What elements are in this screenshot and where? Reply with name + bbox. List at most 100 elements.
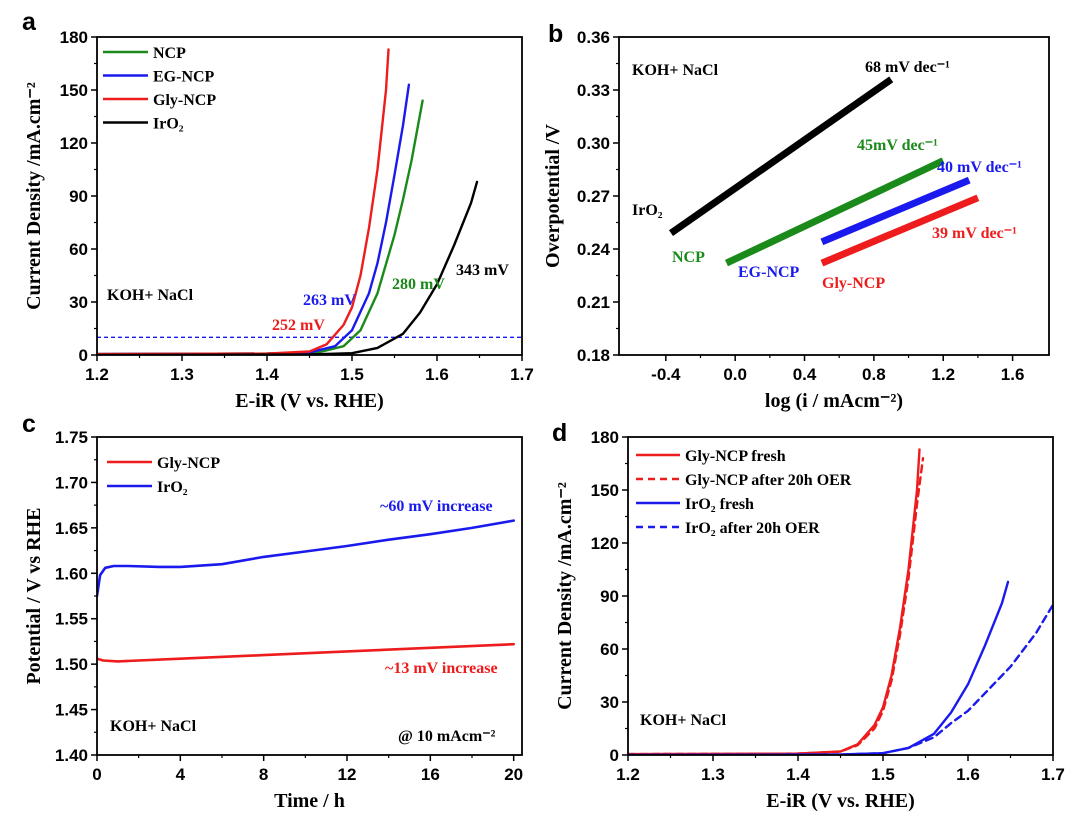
series-line-iro-fresh [628,580,1010,755]
y-tick-label: 0.21 [577,293,610,312]
annotation: 252 mV [272,317,325,334]
panel-letter: d [552,419,567,447]
x-tick-label: 1.6 [1001,365,1025,384]
annotation: 68 mV dec⁻¹ [865,59,950,76]
y-axis-label: Current Density /mA.cm⁻² [554,482,576,710]
series-line-ncp [97,99,424,355]
plot-frame [96,36,523,356]
series-line-eg-ncp [97,83,411,355]
x-axis-label: E-iR (V vs. RHE) [766,790,915,812]
legend-label: IrO₂ [157,479,188,496]
x-tick-label: 1.4 [255,365,279,384]
y-tick-label: 0.33 [577,81,610,100]
y-axis-label: Current Density /mA.cm⁻² [23,82,45,310]
series-line-gly-ncp [820,194,980,267]
y-tick-label: 0 [79,346,88,365]
series-line-gly-ncp-fresh [628,448,921,755]
annotation: Gly-NCP [822,275,885,292]
x-tick-label: 0.4 [793,365,817,384]
legend-label: NCP [153,45,186,62]
annotation: @ 10 mAcm⁻² [398,728,496,745]
panel-letter: c [22,410,36,438]
x-tick-label: 1.3 [170,365,194,384]
y-tick-label: 1.50 [55,655,88,674]
plot-frame [618,36,1050,356]
annotation: 39 mV dec⁻¹ [932,225,1017,242]
legend-label: Gly-NCP [157,455,220,472]
panel-letter: a [22,8,37,36]
y-tick-label: 90 [600,587,619,606]
annotation: KOH+ NaCl [110,718,197,735]
annotation: 263 mV [303,292,356,309]
x-tick-label: 1.6 [956,765,980,784]
x-tick-label: 1.2 [616,765,640,784]
y-tick-label: 0.36 [577,28,610,47]
x-tick-label: 16 [421,765,440,784]
x-tick-label: 8 [259,765,268,784]
x-tick-label: 1.2 [931,365,955,384]
x-tick-label: 1.4 [786,765,810,784]
y-tick-label: 180 [60,28,88,47]
panel-c: 0 4 8 12 16 20 1.40 1.45 1.50 1.55 1.60 1.65 1.70 1.7… [22,410,523,812]
annotation: 45mV dec⁻¹ [857,137,938,154]
y-tick-label: 30 [69,293,88,312]
x-tick-label: 1.3 [701,765,725,784]
y-tick-label: 1.70 [55,473,88,492]
x-axis-label: log (i / mAcm⁻²) [765,390,903,412]
y-tick-label: 120 [60,134,88,153]
y-axis-label: Potential / V vs RHE [23,507,45,684]
series-line-iro- [97,180,479,355]
panel-d: 1.2 1.3 1.4 1.5 1.6 1.7 0 30 60 90 120 150 180 E-iR (… [552,419,1065,812]
annotation: KOH+ NaCl [107,287,194,304]
x-tick-label: -0.4 [651,365,681,384]
x-tick-label: 0.8 [862,365,886,384]
y-tick-label: 1.55 [55,610,88,629]
y-tick-label: 1.75 [55,428,88,447]
y-tick-label: 60 [69,240,88,259]
plot-frame [96,436,523,756]
annotation: 280 mV [392,276,445,293]
x-tick-label: 20 [504,765,523,784]
series-line-gly-ncp [97,48,390,355]
x-tick-label: 1.5 [871,765,895,784]
annotation: EG-NCP [738,264,800,281]
x-tick-label: 1.6 [425,365,449,384]
series-line-eg-ncp [820,176,971,246]
y-tick-label: 0.27 [577,187,610,206]
annotation: KOH+ NaCl [632,62,719,79]
x-tick-label: 1.2 [85,365,109,384]
x-tick-label: 1.7 [1041,765,1065,784]
legend-label: IrO₂ after 20h OER [685,520,820,537]
annotation: ~13 mV increase [385,660,498,677]
x-tick-label: 0 [92,765,101,784]
x-tick-label: 0.0 [723,365,747,384]
y-tick-label: 0.18 [577,346,610,365]
legend-label: Gly-NCP after 20h OER [685,472,852,489]
annotation: 40 mV dec⁻¹ [937,159,1022,176]
series-line-ncp [725,157,945,267]
legend-label: IrO₂ [153,116,184,133]
legend-label: Gly-NCP fresh [685,448,786,465]
annotation: ~60 mV increase [380,498,493,515]
series-line-iro- [97,519,516,598]
y-tick-label: 60 [600,640,619,659]
x-tick-label: 12 [338,765,357,784]
series-line-iro-after-20h-oer [628,603,1053,755]
panel-letter: b [548,20,563,48]
y-tick-label: 1.65 [55,519,88,538]
x-tick-label: 1.5 [340,365,364,384]
y-tick-label: 120 [591,534,619,553]
plot-frame [627,436,1054,756]
annotation: NCP [672,249,705,266]
series-line-gly-ncp-after-20h-oer [628,457,925,755]
x-axis-label: Time / h [274,790,345,812]
y-tick-label: 30 [600,693,619,712]
annotation: KOH+ NaCl [640,712,727,729]
legend-label: IrO₂ fresh [685,496,754,513]
y-tick-label: 180 [591,428,619,447]
panel-a: 1.2 1.3 1.4 1.5 1.6 1.7 0 30 60 90 120 150 180 E-iR (… [22,8,534,412]
y-tick-label: 0 [610,746,619,765]
y-tick-label: 0.24 [577,240,611,259]
y-tick-label: 0.30 [577,134,610,153]
